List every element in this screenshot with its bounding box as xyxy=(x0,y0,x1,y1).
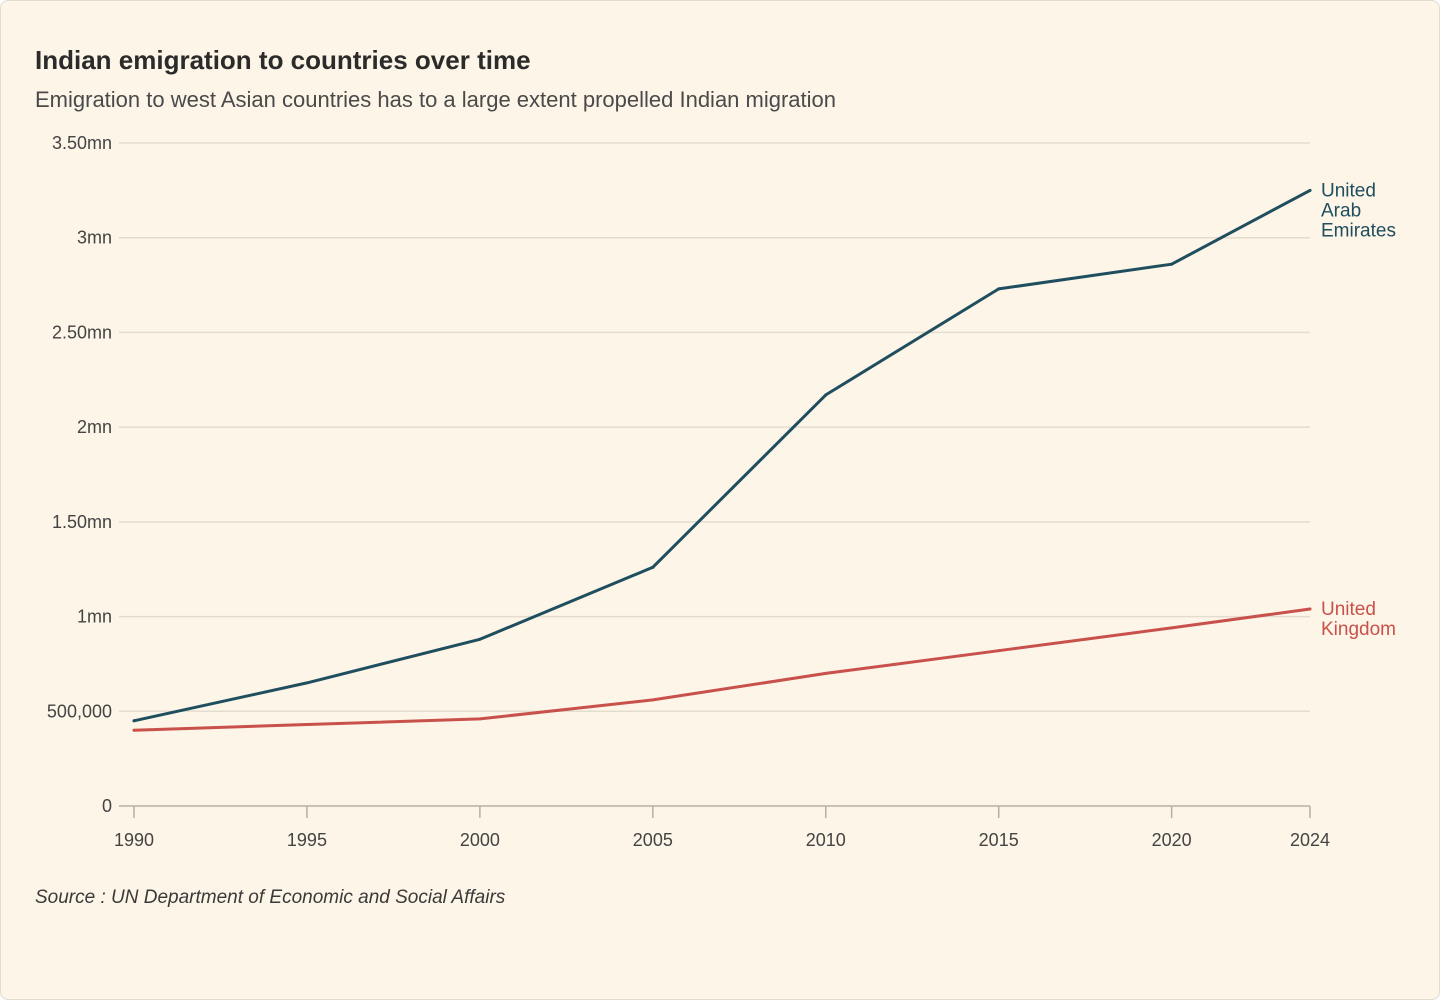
x-tick-label: 2005 xyxy=(633,830,673,850)
gridlines xyxy=(119,142,1310,713)
series-label-line: Emirates xyxy=(1321,220,1396,241)
x-tick-label: 2015 xyxy=(979,830,1019,850)
series-line-united-arab-emirates xyxy=(132,188,1312,723)
data-point-united-arab-emirates xyxy=(1308,188,1312,192)
x-tick-label: 1995 xyxy=(287,830,327,850)
data-point-united-arab-emirates xyxy=(305,681,309,685)
series-label-line: Kingdom xyxy=(1321,619,1396,640)
data-point-united-arab-emirates xyxy=(478,637,482,641)
y-tick-label: 1mn xyxy=(77,607,112,627)
x-tick-label: 2010 xyxy=(806,830,846,850)
chart-title: Indian emigration to countries over time xyxy=(35,45,531,75)
y-tick-label: 3mn xyxy=(77,228,112,248)
data-point-united-arab-emirates xyxy=(824,393,828,397)
x-tick-label: 1990 xyxy=(114,830,154,850)
y-tick-label: 3.50mn xyxy=(52,133,112,153)
data-point-united-kingdom xyxy=(478,717,482,721)
source-note: Source : UN Department of Economic and S… xyxy=(35,887,506,908)
series-line-united-kingdom xyxy=(132,607,1312,732)
data-point-united-kingdom xyxy=(132,728,136,732)
data-point-united-arab-emirates xyxy=(651,565,655,569)
series-lines xyxy=(132,188,1312,732)
series-label-united-kingdom: United Kingdom xyxy=(1321,599,1396,640)
x-tick-label: 2020 xyxy=(1152,830,1192,850)
series-label-line: United xyxy=(1321,599,1376,620)
data-point-united-arab-emirates xyxy=(132,719,136,723)
series-label-line: Arab xyxy=(1321,200,1361,221)
y-tick-label: 2.50mn xyxy=(52,322,112,342)
data-point-united-kingdom xyxy=(1170,626,1174,630)
y-tick-label: 500,000 xyxy=(47,701,112,721)
data-point-united-kingdom xyxy=(1308,607,1312,611)
series-label-united-arab-emirates: United Arab Emirates xyxy=(1321,180,1396,241)
x-tick-label: 2024 xyxy=(1290,830,1330,850)
x-tick-label: 2000 xyxy=(460,830,500,850)
y-tick-label: 2mn xyxy=(77,417,112,437)
series-label-line: United xyxy=(1321,180,1376,201)
y-tick-label: 1.50mn xyxy=(52,512,112,532)
y-tick-label: 0 xyxy=(102,796,112,816)
data-point-united-kingdom xyxy=(997,649,1001,653)
data-point-united-kingdom xyxy=(824,671,828,675)
data-point-united-kingdom xyxy=(305,723,309,727)
data-point-united-arab-emirates xyxy=(997,287,1001,291)
axes: 0 500,000 1mn 1.50mn 2mn 2.50mn 3mn 3.50mn 1990 1… xyxy=(47,133,1330,850)
data-point-united-kingdom xyxy=(651,698,655,702)
chart-subtitle: Emigration to west Asian countries has t… xyxy=(35,87,837,112)
data-point-united-arab-emirates xyxy=(1170,262,1174,266)
